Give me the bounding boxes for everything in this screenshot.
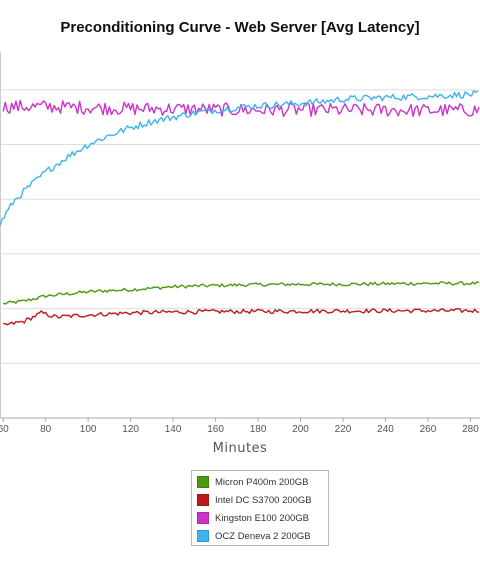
x-tick-label: 80 [40, 424, 52, 435]
legend-swatch [197, 512, 209, 524]
series-line [2, 281, 480, 305]
x-tick-label: 240 [377, 424, 394, 435]
series-line [0, 90, 479, 226]
legend-item: Kingston E100 200GB [197, 509, 328, 527]
legend-item: Intel DC S3700 200GB [197, 491, 328, 509]
legend-label: Intel DC S3700 200GB [215, 494, 312, 506]
legend-swatch [197, 530, 209, 542]
x-axis-ticks: 60 80 100 120 140 160 180 200 220 240 260 280 [0, 418, 479, 435]
legend-swatch [197, 476, 209, 488]
x-tick-label: 60 [0, 424, 9, 435]
legend-label: Micron P400m 200GB [215, 476, 309, 488]
x-tick-label: 200 [292, 424, 309, 435]
series-line [3, 308, 480, 326]
x-tick-label: 220 [335, 424, 352, 435]
x-tick-label: 280 [462, 424, 479, 435]
legend-label: Kingston E100 200GB [215, 512, 310, 524]
x-axis-title: Minutes [212, 441, 268, 456]
x-tick-label: 100 [80, 424, 97, 435]
chart-title: Preconditioning Curve - Web Server [Avg … [60, 19, 420, 36]
legend-swatch [197, 494, 209, 506]
series-line [2, 99, 480, 118]
legend: Micron P400m 200GB Intel DC S3700 200GB … [191, 470, 329, 546]
x-tick-label: 140 [165, 424, 182, 435]
x-tick-label: 180 [250, 424, 267, 435]
x-tick-label: 160 [207, 424, 224, 435]
gridlines [0, 52, 480, 419]
legend-item: Micron P400m 200GB [197, 473, 328, 491]
legend-item: OCZ Deneva 2 200GB [197, 527, 328, 545]
x-tick-label: 120 [122, 424, 139, 435]
x-tick-label: 260 [420, 424, 437, 435]
legend-label: OCZ Deneva 2 200GB [215, 530, 311, 542]
series-lines [0, 90, 480, 326]
